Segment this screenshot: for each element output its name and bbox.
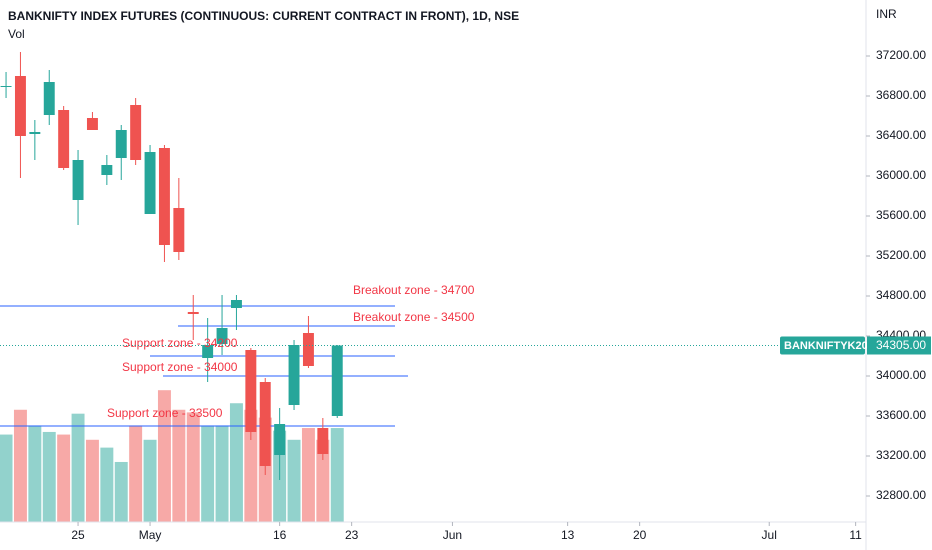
candle-body — [130, 105, 142, 160]
symbol-tag-label: BANKNIFTYK2022 — [784, 340, 880, 352]
candle-body — [302, 333, 314, 366]
candle-body — [0, 86, 12, 87]
x-tick-label: 11 — [849, 528, 862, 542]
x-tick-label: 20 — [633, 528, 647, 542]
volume-bar — [13, 409, 27, 522]
x-tick-label: 16 — [273, 528, 287, 542]
volume-bar — [143, 439, 157, 522]
volume-bar — [129, 425, 143, 522]
candle-body — [230, 300, 242, 308]
candle-layer — [0, 52, 343, 480]
price-tag — [867, 336, 931, 355]
currency-label: INR — [876, 7, 897, 21]
volume-bar — [316, 439, 330, 522]
volume-bar — [28, 425, 42, 522]
y-tick-label: 35200.00 — [876, 248, 926, 262]
y-tick-label: 32800.00 — [876, 488, 926, 502]
candle-body — [58, 110, 70, 168]
volume-bar — [71, 413, 85, 522]
volume-bar — [186, 412, 200, 522]
candle-body — [144, 152, 156, 214]
volume-bar — [215, 425, 229, 522]
candle-body — [259, 382, 271, 466]
volume-bar — [301, 428, 315, 522]
y-tick-label: 36400.00 — [876, 128, 926, 142]
y-tick-label: 34800.00 — [876, 288, 926, 302]
candle-body — [331, 345, 343, 416]
y-tick-label: 33200.00 — [876, 448, 926, 462]
candle-body — [317, 428, 329, 454]
volume-bar — [57, 434, 71, 522]
volume-bar — [85, 439, 99, 522]
volume-bar — [172, 409, 186, 522]
zone-label: Breakout zone - 34700 — [353, 283, 475, 297]
volume-bar — [157, 390, 171, 522]
symbol-tag — [780, 336, 865, 355]
candle-body — [72, 160, 84, 200]
y-tick-label: 35600.00 — [876, 208, 926, 222]
x-tick-label: May — [139, 528, 162, 542]
volume-bar — [42, 431, 56, 522]
volume-bar — [201, 425, 215, 522]
candle-body — [173, 208, 185, 252]
y-tick-label: 34000.00 — [876, 368, 926, 382]
x-tick-label: Jun — [443, 528, 462, 542]
candle-body — [245, 350, 257, 432]
candle-body — [288, 345, 300, 405]
label-layer: Breakout zone - 34700 Breakout zone - 345… — [107, 283, 475, 420]
volume-layer — [0, 390, 344, 522]
x-tick-label: 25 — [71, 528, 85, 542]
zone-label: Support zone - 33500 — [107, 406, 223, 420]
x-tick-label: 23 — [345, 528, 359, 542]
x-tick-label: 13 — [561, 528, 575, 542]
volume-bar — [100, 447, 114, 522]
candle-body — [187, 312, 199, 314]
volume-bar — [114, 461, 128, 522]
y-tick-label: 36000.00 — [876, 168, 926, 182]
volume-label: Vol — [8, 27, 25, 41]
candle-body — [202, 345, 214, 358]
zone-label: Support zone - 34000 — [122, 360, 238, 374]
chart-title: BANKNIFTY INDEX FUTURES (CONTINUOUS: CUR… — [8, 9, 519, 23]
candle-body — [14, 76, 26, 136]
annotation-layer — [0, 305, 408, 427]
candle-body — [86, 118, 98, 130]
volume-bar — [287, 439, 301, 522]
x-tick-label: Jul — [762, 528, 777, 542]
candle-body — [216, 328, 228, 344]
candle-body — [101, 165, 113, 175]
volume-bar — [229, 403, 243, 522]
candle-body — [43, 82, 55, 115]
y-tick-label: 33600.00 — [876, 408, 926, 422]
zone-label: Breakout zone - 34500 — [353, 310, 475, 324]
candle-body — [158, 148, 170, 245]
volume-bar — [0, 434, 13, 522]
price-tag-label: 34305.00 — [876, 338, 926, 352]
volume-bar — [244, 409, 258, 522]
y-tick-label: 36800.00 — [876, 88, 926, 102]
volume-bar — [330, 428, 344, 522]
candle-body — [115, 130, 127, 158]
axes-layer: 32800.0033200.0033600.0034000.0034400.00… — [0, 48, 931, 542]
y-tick-label: 37200.00 — [876, 48, 926, 62]
candle-body — [29, 132, 41, 134]
zone-label: Support zone - 34200 — [122, 336, 238, 350]
candle-body — [274, 424, 286, 455]
